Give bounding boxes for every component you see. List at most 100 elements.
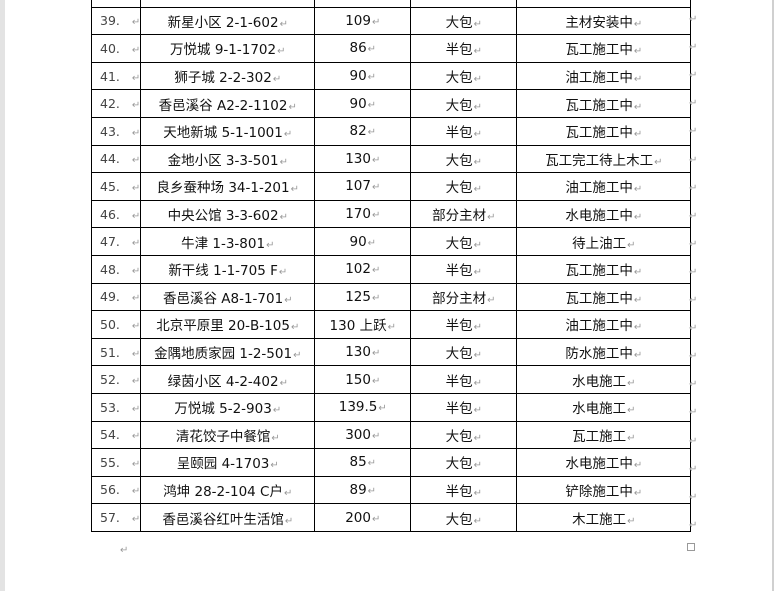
cell-address[interactable]: 新星小区 2-1-602↵ (140, 6, 316, 36)
cell-status[interactable]: 水电施工↵ (516, 392, 692, 422)
cell-no[interactable]: 51. ↵ (90, 337, 142, 367)
vertical-scrollbar-edge[interactable] (772, 0, 774, 591)
cell-status[interactable]: 瓦工施工中↵ (516, 282, 692, 312)
cell-address[interactable]: 万悦城 5-2-903↵ (140, 392, 316, 422)
cell-address[interactable]: 香邑溪谷 A2-2-1102↵ (140, 89, 316, 118)
cell-address[interactable]: 香邑溪谷红叶生活馆↵ (140, 503, 316, 532)
cell-no[interactable]: 40. ↵ (90, 34, 142, 63)
cell-status[interactable]: 瓦工完工待上木工↵ (516, 144, 692, 174)
cell-type[interactable]: 半包↵ (410, 475, 518, 505)
cell-no[interactable]: 53. ↵ (90, 392, 142, 422)
cell-status[interactable]: 油工施工中↵ (516, 172, 692, 201)
cell-no[interactable]: 50. ↵ (90, 310, 142, 339)
cell-no[interactable]: 46. ↵ (90, 199, 142, 229)
cell-status[interactable]: 瓦工施工中↵ (516, 254, 692, 284)
table-resize-handle[interactable] (687, 543, 695, 551)
cell-area[interactable]: 130 上跃↵ (314, 310, 412, 339)
cell-address[interactable]: 金地小区 3-3-501↵ (140, 144, 316, 174)
cell-address[interactable]: 北京平原里 20-B-105↵ (140, 310, 316, 339)
cell-type[interactable]: 大包↵ (410, 227, 518, 256)
cell-status[interactable]: 瓦工施工中↵ (516, 89, 692, 118)
cell-status[interactable]: 待上油工↵ (516, 227, 692, 256)
cell-no[interactable]: 55. ↵ (90, 448, 142, 477)
cell-type[interactable]: 部分主材↵ (410, 199, 518, 229)
cell-area[interactable]: 170↵ (314, 199, 412, 229)
cell-type[interactable]: 半包↵ (410, 254, 518, 284)
cell-area[interactable]: 107↵ (314, 172, 412, 201)
cell-status[interactable]: 水电施工中↵ (516, 448, 692, 477)
cell-address[interactable]: 良乡蚕种场 34-1-201↵ (140, 172, 316, 201)
cell-address[interactable]: 香邑溪谷 A8-1-701↵ (140, 282, 316, 312)
cell-type[interactable]: 大包↵ (410, 172, 518, 201)
cell-area[interactable]: 90↵ (314, 61, 412, 91)
cell-no[interactable]: 44. ↵ (90, 144, 142, 174)
cell-area[interactable]: 109↵ (314, 6, 412, 36)
cell-address[interactable]: 中央公馆 3-3-602↵ (140, 199, 316, 229)
cell-type[interactable]: 半包↵ (410, 310, 518, 339)
cell-no[interactable]: 47. ↵ (90, 227, 142, 256)
cell-no[interactable]: 52. ↵ (90, 365, 142, 394)
cell-end-mark: ↵ (371, 513, 381, 525)
cell-status[interactable]: 防水施工中↵ (516, 337, 692, 367)
cell-area[interactable]: 139.5↵ (314, 392, 412, 422)
cell-area[interactable]: 82↵ (314, 116, 412, 146)
cell-type[interactable]: 大包↵ (410, 61, 518, 91)
cell-text: 170 (345, 206, 371, 223)
cell-area[interactable]: 90↵ (314, 89, 412, 118)
cell-no[interactable]: 57. ↵ (90, 503, 142, 532)
cell-no[interactable]: 42. ↵ (90, 89, 142, 118)
cell-status[interactable]: 油工施工中↵ (516, 310, 692, 339)
cell-status[interactable]: 木工施工↵ (516, 503, 692, 532)
cell-status[interactable]: 水电施工↵ (516, 365, 692, 394)
cell-area[interactable]: 102↵ (314, 254, 412, 284)
cell-type[interactable]: 大包↵ (410, 448, 518, 477)
cell-status[interactable]: 主材安装中↵ (516, 6, 692, 36)
cell-address[interactable]: 万悦城 9-1-1702↵ (140, 34, 316, 63)
cell-no[interactable]: 43. ↵ (90, 116, 142, 146)
cell-type[interactable]: 部分主材↵ (410, 282, 518, 312)
cell-area[interactable]: 200↵ (314, 503, 412, 532)
cell-address[interactable]: 天地新城 5-1-1001↵ (140, 116, 316, 146)
cell-area[interactable]: 300↵ (314, 420, 412, 450)
cell-no[interactable]: 45. ↵ (90, 172, 142, 201)
cell-type[interactable]: 大包↵ (410, 420, 518, 450)
cell-no[interactable]: 49. ↵ (90, 282, 142, 312)
cell-no[interactable]: 39. ↵ (90, 6, 142, 36)
cell-area[interactable]: 130↵ (314, 337, 412, 367)
cell-area[interactable]: 150↵ (314, 365, 412, 394)
cell-status[interactable]: 水电施工中↵ (516, 199, 692, 229)
cell-address[interactable]: 牛津 1-3-801↵ (140, 227, 316, 256)
cell-area[interactable]: 85↵ (314, 448, 412, 477)
cell-no[interactable]: 48. ↵ (90, 254, 142, 284)
cell-area[interactable]: 125↵ (314, 282, 412, 312)
cell-type[interactable]: 半包↵ (410, 392, 518, 422)
cell-type[interactable]: 半包↵ (410, 34, 518, 63)
cell-type[interactable]: 大包↵ (410, 503, 518, 532)
cell-address[interactable]: 绿茵小区 4-2-402↵ (140, 365, 316, 394)
cell-type[interactable]: 大包↵ (410, 6, 518, 36)
cell-status[interactable]: 瓦工施工↵ (516, 420, 692, 450)
cell-address[interactable]: 鸿坤 28-2-104 C户↵ (140, 475, 316, 505)
cell-status[interactable]: 油工施工中↵ (516, 61, 692, 91)
cell-address[interactable]: 金隅地质家园 1-2-501↵ (140, 337, 316, 367)
cell-area[interactable]: 130↵ (314, 144, 412, 174)
cell-no[interactable]: 54. ↵ (90, 420, 142, 450)
cell-type[interactable]: 大包↵ (410, 144, 518, 174)
cell-status[interactable]: 铲除施工中↵ (516, 475, 692, 505)
cell-address[interactable]: 清花饺子中餐馆↵ (140, 420, 316, 450)
cell-status[interactable]: 瓦工施工中↵ (516, 34, 692, 63)
cell-area[interactable]: 90↵ (314, 227, 412, 256)
cell-no[interactable]: 56. ↵ (90, 475, 142, 505)
cell-no[interactable]: 41. ↵ (90, 61, 142, 91)
cell-area[interactable]: 86↵ (314, 34, 412, 63)
cell-address[interactable]: 新干线 1-1-705 F↵ (140, 254, 316, 284)
cell-end-mark: ↵ (473, 405, 482, 417)
cell-type[interactable]: 半包↵ (410, 116, 518, 146)
cell-type[interactable]: 半包↵ (410, 365, 518, 394)
cell-type[interactable]: 大包↵ (410, 337, 518, 367)
cell-status[interactable]: 瓦工施工中↵ (516, 116, 692, 146)
cell-area[interactable]: 89↵ (314, 475, 412, 505)
cell-address[interactable]: 狮子城 2-2-302↵ (140, 61, 316, 91)
cell-address[interactable]: 呈颐园 4-1703↵ (140, 448, 316, 477)
cell-type[interactable]: 大包↵ (410, 89, 518, 118)
